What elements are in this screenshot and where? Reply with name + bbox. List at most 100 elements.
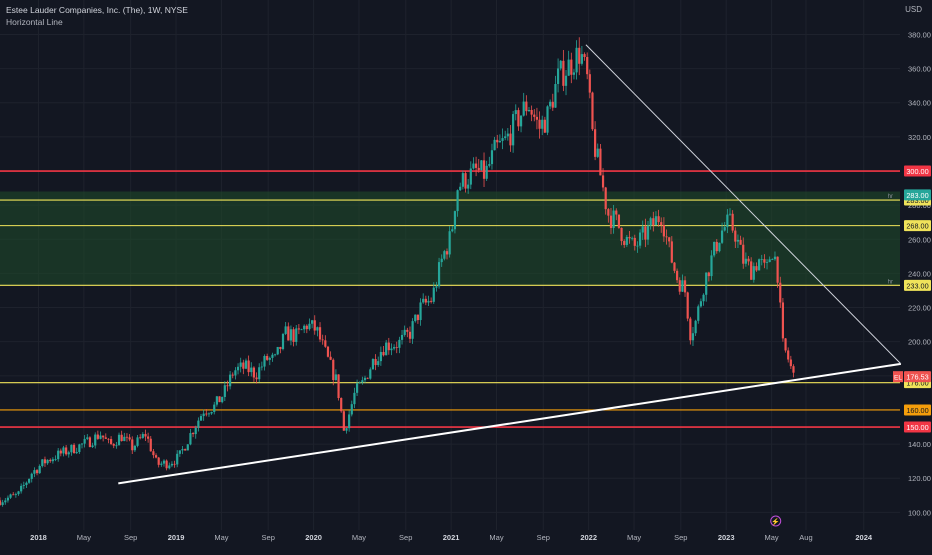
y-tick-label: 240.00 — [908, 269, 931, 278]
price-tag — [904, 371, 931, 383]
candle — [332, 359, 335, 380]
candle — [210, 411, 213, 414]
trendlines — [118, 44, 902, 485]
candle — [27, 478, 31, 483]
candle — [559, 60, 562, 69]
candle — [57, 450, 60, 460]
candle — [673, 262, 676, 271]
price-tag-text: 268.00 — [906, 222, 928, 231]
candle — [493, 139, 496, 151]
candle — [91, 445, 94, 447]
candle — [435, 286, 438, 288]
candle — [752, 266, 755, 280]
candle — [744, 258, 747, 264]
candle — [284, 326, 287, 334]
candle — [416, 314, 420, 321]
candle — [443, 251, 446, 259]
candle — [480, 160, 483, 170]
price-tag — [904, 404, 931, 416]
candle — [316, 327, 319, 331]
x-tick-label: May — [77, 533, 91, 542]
candle — [392, 347, 396, 349]
candle — [427, 300, 430, 303]
candle — [546, 106, 549, 133]
price-tag-text: 300.00 — [906, 167, 928, 176]
candle — [197, 420, 200, 428]
candle — [70, 444, 73, 453]
candle — [567, 59, 570, 76]
y-tick-label: 140.00 — [908, 440, 931, 449]
candle — [657, 216, 660, 223]
candle — [303, 325, 306, 330]
candle — [218, 396, 221, 403]
candle — [0, 500, 2, 505]
candle — [215, 396, 218, 405]
candle — [665, 236, 668, 238]
price-tag-text: 176.53 — [906, 373, 928, 382]
candle — [226, 385, 229, 387]
candle — [94, 434, 97, 446]
candle — [472, 163, 475, 169]
candle — [287, 326, 290, 341]
candle — [54, 459, 57, 460]
y-tick-label: 280.00 — [908, 201, 931, 210]
candle — [496, 139, 499, 143]
candle — [477, 167, 480, 170]
candle — [266, 355, 269, 360]
price-tag-text: 283.00 — [906, 191, 928, 200]
candle — [239, 362, 242, 367]
candle — [723, 227, 726, 231]
candle — [710, 255, 713, 277]
candle — [30, 473, 33, 479]
price-tag — [904, 220, 931, 232]
candle — [371, 359, 375, 370]
candle — [747, 258, 750, 262]
price-tag-text: 150.00 — [906, 423, 928, 432]
candle — [382, 351, 385, 356]
candle — [12, 494, 15, 496]
candle — [43, 459, 47, 464]
event-marker-icon — [770, 515, 782, 527]
candle — [691, 333, 695, 341]
y-tick-label: 320.00 — [908, 133, 931, 142]
candle — [694, 320, 697, 334]
candle — [305, 325, 308, 330]
candle — [768, 259, 771, 263]
time-axis[interactable]: 2018 May Sep 2019 May Sep 2020 May Sep 2021 May Sep… — [30, 533, 873, 542]
candle — [453, 211, 457, 230]
candle — [781, 302, 785, 339]
candle — [321, 339, 324, 341]
candle — [432, 287, 435, 302]
candle — [99, 435, 102, 439]
candle — [535, 116, 539, 120]
drawing-name-label: Horizontal Line — [6, 17, 63, 27]
candle — [414, 314, 417, 322]
price-axis[interactable]: 100.00120.00140.00160.00180.00200.00220.… — [893, 30, 931, 517]
candle — [355, 383, 359, 393]
candle — [525, 101, 528, 112]
candle — [149, 438, 152, 452]
chart-title: Estee Lauder Companies, Inc. (The), 1W, … — [6, 5, 188, 15]
candle — [292, 329, 295, 342]
candle — [366, 377, 369, 379]
candle — [102, 435, 105, 438]
y-tick-label: 360.00 — [908, 65, 931, 74]
candle — [731, 213, 734, 231]
symbol-badge — [893, 371, 903, 383]
candle — [318, 327, 322, 340]
candle — [14, 494, 17, 495]
candle — [654, 216, 658, 226]
candle — [498, 140, 501, 143]
y-tick-label: 380.00 — [908, 30, 931, 39]
candle — [750, 261, 753, 280]
candle — [202, 413, 205, 417]
horizontal-lines — [0, 170, 900, 428]
candle — [588, 74, 591, 93]
candles — [0, 37, 795, 507]
candle — [46, 459, 49, 464]
candle — [295, 328, 298, 342]
candle — [4, 500, 7, 503]
candle — [670, 241, 673, 263]
